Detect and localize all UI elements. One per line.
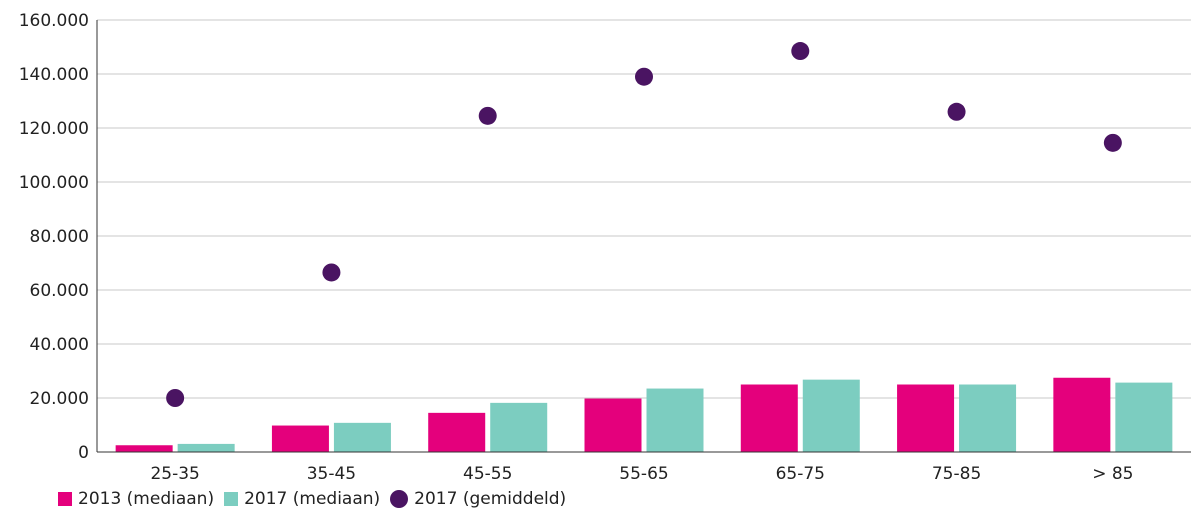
legend-label-2017-median: 2017 (mediaan) [244,489,381,509]
point-2017-mean-0 [166,389,185,407]
grid-layer [97,19,1191,399]
y-tick-label: 120.000 [19,119,89,139]
x-tick-label: 65-75 [776,464,825,484]
y-tick-label: 40.000 [30,335,89,355]
bar-2017-median-3 [646,388,704,452]
y-tick-label: 0 [78,443,89,463]
legend-swatch-2013-median [58,492,72,506]
y-tick-label: 60.000 [30,281,89,301]
points-layer [166,42,1122,407]
bar-2017-median-0 [177,443,235,452]
y-tick-label: 100.000 [19,173,89,193]
bar-2013-median-0 [115,445,173,452]
point-2017-mean-1 [322,263,341,282]
x-tick-label: 25-35 [150,464,199,484]
x-tick-label: 35-45 [307,464,356,484]
y-axis: 0 20.000 40.000 60.000 80.000 100.000 120.000 1… [19,11,98,463]
legend: 2013 (mediaan) 2017 (mediaan) 2017 (gemi… [58,487,566,511]
bar-2017-median-2 [490,402,548,452]
x-tick-label: > 85 [1092,464,1133,484]
y-tick-label: 20.000 [30,389,89,409]
bar-2013-median-1 [271,425,329,452]
legend-label-2013-median: 2013 (mediaan) [78,489,215,509]
x-tick-label: 55-65 [619,464,668,484]
bar-2013-median-2 [428,412,486,452]
bar-2013-median-3 [584,398,642,452]
bar-2017-median-6 [1115,382,1173,452]
point-2017-mean-2 [478,106,497,125]
legend-item-2017-median: 2017 (mediaan) [224,489,380,509]
legend-swatch-2017-median [224,492,239,506]
bar-2013-median-5 [897,384,955,452]
point-2017-mean-4 [791,42,810,61]
y-tick-label: 80.000 [30,227,89,247]
y-tick-label: 140.000 [19,65,89,85]
bar-2017-median-4 [802,379,860,452]
y-tick-label: 160.000 [19,11,89,31]
x-tick-label: 45-55 [463,464,512,484]
point-2017-mean-5 [947,102,966,121]
point-2017-mean-3 [635,67,653,86]
bars-layer [115,377,1173,452]
legend-dot-2017-mean [390,490,409,508]
legend-item-2017-mean: 2017 (gemiddeld) [390,489,566,509]
bar-2013-median-6 [1053,377,1111,452]
chart-svg: 0 20.000 40.000 60.000 80.000 100.000 120.000 1… [19,11,1191,484]
legend-label-2017-mean: 2017 (gemiddeld) [414,489,567,509]
x-axis: 25-35 35-45 45-55 55-65 65-75 75-85 > 85 [97,451,1191,484]
bar-2017-median-5 [959,384,1017,452]
point-2017-mean-6 [1103,133,1122,152]
x-tick-label: 75-85 [932,464,981,484]
bar-2017-median-1 [333,422,391,452]
legend-item-2013-median: 2013 (mediaan) [58,489,214,509]
bar-2013-median-4 [740,384,798,452]
